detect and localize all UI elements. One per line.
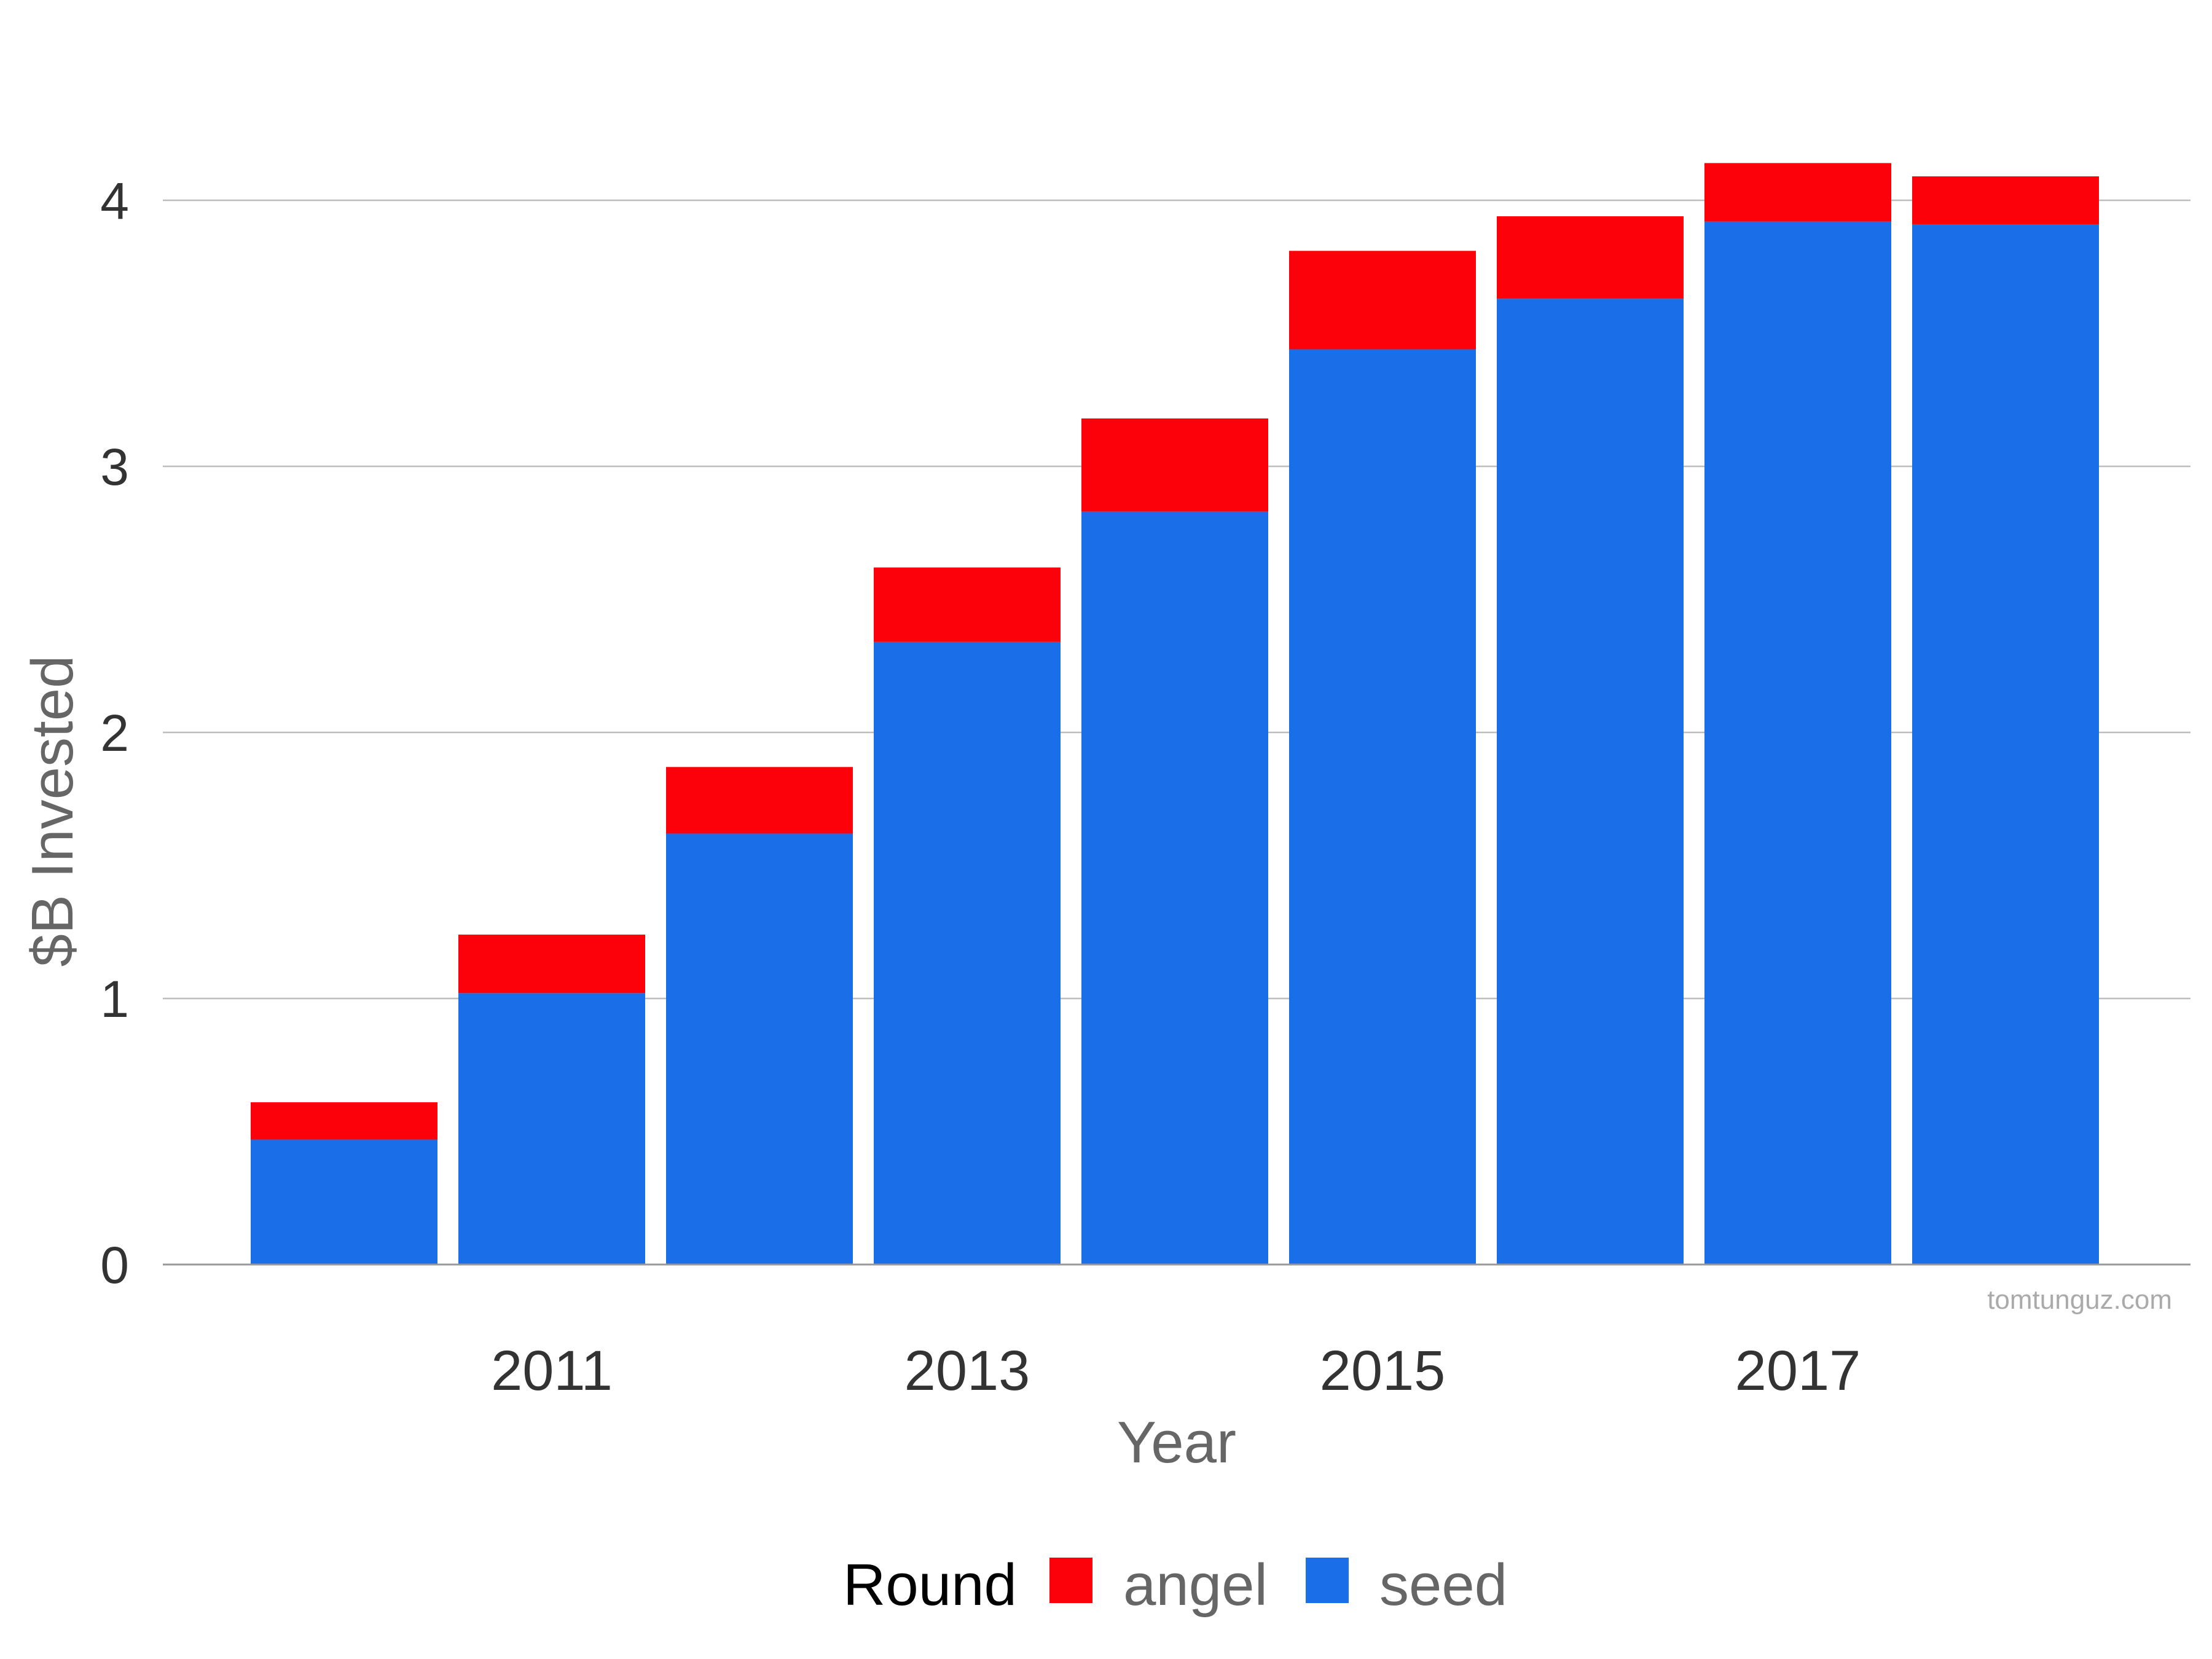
- x-tick-label-2013: 2013: [904, 1339, 1030, 1402]
- y-tick-label-3: 3: [100, 438, 129, 496]
- bar-seed-2016: [1497, 299, 1684, 1265]
- legend: Round angel seed: [843, 1552, 1507, 1618]
- legend-swatch-angel: [1049, 1558, 1092, 1603]
- bar-seed-2011: [458, 993, 645, 1265]
- y-tick-labels: 0 1 2 3 4: [100, 172, 129, 1294]
- bar-angel-2017: [1704, 163, 1891, 222]
- bar-angel-2013: [874, 567, 1061, 642]
- y-tick-label-0: 0: [100, 1236, 129, 1294]
- bar-angel-2018: [1912, 176, 2099, 224]
- legend-label-seed: seed: [1379, 1552, 1507, 1618]
- bar-angel-2012: [666, 767, 853, 834]
- bar-seed-2013: [874, 641, 1061, 1265]
- watermark: tomtunguz.com: [1987, 1285, 2172, 1315]
- bar-angel-2010: [251, 1102, 437, 1140]
- bar-angel-2015: [1289, 251, 1476, 350]
- bar-seed-2014: [1081, 511, 1268, 1265]
- bar-angel-2016: [1497, 216, 1684, 299]
- bar-seed-2012: [666, 833, 853, 1265]
- bar-seed-2018: [1912, 224, 2099, 1265]
- y-tick-label-1: 1: [100, 970, 129, 1028]
- bar-seed-2017: [1704, 221, 1891, 1265]
- bar-angel-2011: [458, 935, 645, 994]
- legend-swatch-seed: [1306, 1558, 1349, 1603]
- y-axis-title: $B Invested: [20, 656, 85, 967]
- bar-seed-2010: [251, 1139, 437, 1265]
- x-axis-title: Year: [1117, 1410, 1236, 1475]
- x-tick-label-2015: 2015: [1320, 1339, 1446, 1402]
- x-tick-labels: 2011 2013 2015 2017: [491, 1339, 1861, 1402]
- legend-title: Round: [843, 1552, 1017, 1618]
- bars: [251, 163, 2099, 1265]
- legend-label-angel: angel: [1123, 1552, 1268, 1618]
- x-tick-label-2017: 2017: [1735, 1339, 1861, 1402]
- x-tick-label-2011: 2011: [491, 1339, 613, 1402]
- y-tick-label-2: 2: [100, 704, 129, 762]
- bar-seed-2015: [1289, 349, 1476, 1265]
- y-tick-label-4: 4: [100, 172, 129, 230]
- bar-angel-2014: [1081, 418, 1268, 512]
